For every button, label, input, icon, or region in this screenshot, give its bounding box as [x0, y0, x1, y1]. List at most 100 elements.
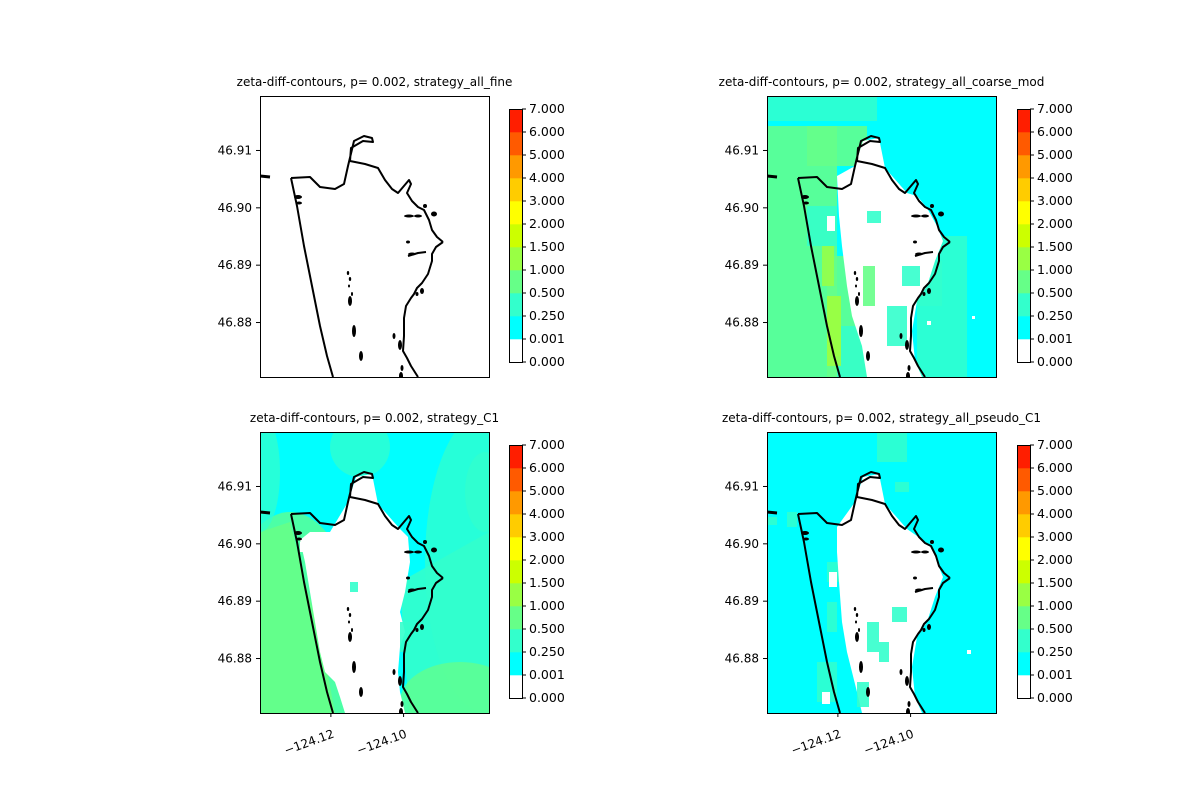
- panel-title: zeta-diff-contours, p= 0.002, strategy_C…: [250, 411, 499, 425]
- island: [415, 628, 419, 632]
- colorbar-tick-label: 0.000: [1037, 354, 1073, 369]
- colorbar-segment: [1017, 247, 1030, 271]
- colorbar-frame: [1017, 445, 1031, 699]
- island: [404, 550, 414, 554]
- colorbar-tick-label: 1.000: [529, 598, 565, 613]
- colorbar-segment: [509, 247, 522, 271]
- zero-difference-region: [967, 650, 971, 654]
- contour-region: [787, 512, 797, 527]
- island: [400, 365, 404, 371]
- island: [431, 547, 437, 553]
- colorbar-segment: [1017, 132, 1030, 156]
- contour-region: [400, 662, 489, 713]
- colorbar-segment: [1017, 224, 1030, 248]
- colorbar-segment: [509, 583, 522, 607]
- colorbar-tick-label: 2.000: [529, 552, 565, 567]
- x-tick-label: −124.12: [789, 727, 843, 758]
- zero-difference-region: [887, 266, 897, 284]
- colorbar-tick-label: 5.000: [1037, 483, 1073, 498]
- colorbar: 0.000 0.001 0.250 0.500 1.000 1.500 2.000 3.000…: [509, 101, 565, 369]
- island: [414, 550, 422, 554]
- island: [921, 550, 929, 554]
- island: [408, 252, 416, 256]
- colorbar-tick-label: 7.000: [1037, 101, 1073, 116]
- colorbar: 0.000 0.001 0.250 0.500 1.000 1.500 2.000 3.000…: [509, 437, 565, 705]
- island: [348, 284, 350, 288]
- colorbar-segment: [1017, 583, 1030, 607]
- coastline-segment: [260, 174, 271, 179]
- island: [930, 540, 934, 544]
- colorbar-tick-label: 0.001: [529, 667, 565, 682]
- colorbar-tick-label: 7.000: [529, 101, 565, 116]
- colorbar-segment: [509, 201, 522, 225]
- colorbar-segment: [1017, 339, 1030, 363]
- colorbar-segment: [1017, 468, 1030, 492]
- colorbar-segment: [509, 629, 522, 653]
- zero-difference-region: [887, 592, 897, 612]
- island: [296, 201, 302, 205]
- contour-field: [767, 432, 996, 713]
- colorbar-segment: [1017, 270, 1030, 294]
- island: [927, 288, 931, 294]
- axes-panel-3: zeta-diff-contours, p= 0.002, strategy_C…: [218, 411, 499, 758]
- island: [346, 607, 350, 611]
- contour-region: [877, 432, 907, 462]
- island: [801, 531, 809, 535]
- island: [855, 620, 857, 624]
- island: [348, 296, 352, 306]
- island: [899, 333, 903, 339]
- zero-difference-region: [827, 216, 835, 231]
- contour-field: [260, 432, 489, 713]
- island: [855, 284, 857, 288]
- colorbar-segment: [1017, 491, 1030, 515]
- colorbar-tick-label: 5.000: [529, 483, 565, 498]
- x-tick-label: −124.10: [862, 727, 916, 758]
- island: [420, 288, 424, 294]
- island: [400, 701, 404, 707]
- colorbar-tick-label: 2.000: [1037, 216, 1073, 231]
- island: [408, 588, 416, 592]
- island: [346, 271, 350, 275]
- island: [911, 550, 921, 554]
- island: [915, 588, 923, 592]
- contour-region: [902, 266, 920, 286]
- island: [294, 195, 302, 199]
- colorbar-tick-label: 4.000: [529, 506, 565, 521]
- colorbar-tick-label: 1.500: [1037, 575, 1073, 590]
- coastline-north: [797, 135, 951, 243]
- colorbar-segment: [1017, 537, 1030, 561]
- contour-region: [400, 622, 410, 652]
- colorbar-tick-label: 0.250: [529, 644, 565, 659]
- colorbar-tick-label: 7.000: [1037, 437, 1073, 452]
- colorbar-segment: [509, 339, 522, 363]
- colorbar-segment: [1017, 201, 1030, 225]
- zero-difference-region: [300, 542, 308, 552]
- island: [938, 547, 944, 553]
- island: [907, 701, 911, 707]
- contour-region: [330, 432, 390, 477]
- colorbar-tick-label: 3.000: [1037, 193, 1073, 208]
- colorbar-tick-label: 6.000: [1037, 460, 1073, 475]
- colorbar-tick-label: 1.500: [1037, 239, 1073, 254]
- island: [801, 195, 809, 199]
- colorbar-tick-label: 1.500: [529, 575, 565, 590]
- y-tick-label: 46.89: [725, 594, 759, 608]
- island: [352, 325, 356, 337]
- x-tick-label: −124.10: [355, 727, 409, 758]
- island: [359, 687, 363, 697]
- island: [296, 537, 302, 541]
- colorbar-tick-label: 0.000: [529, 354, 565, 369]
- colorbar-segment: [1017, 606, 1030, 630]
- island: [423, 540, 427, 544]
- colorbar-segment: [509, 606, 522, 630]
- contour-region: [863, 266, 875, 306]
- y-tick-label: 46.90: [218, 537, 252, 551]
- island: [399, 708, 403, 713]
- colorbar-segment: [1017, 155, 1030, 179]
- island: [906, 708, 910, 713]
- contour-region: [827, 602, 837, 632]
- zero-difference-region: [862, 236, 872, 251]
- colorbar-tick-label: 4.000: [529, 170, 565, 185]
- island: [866, 351, 870, 361]
- island: [930, 204, 934, 208]
